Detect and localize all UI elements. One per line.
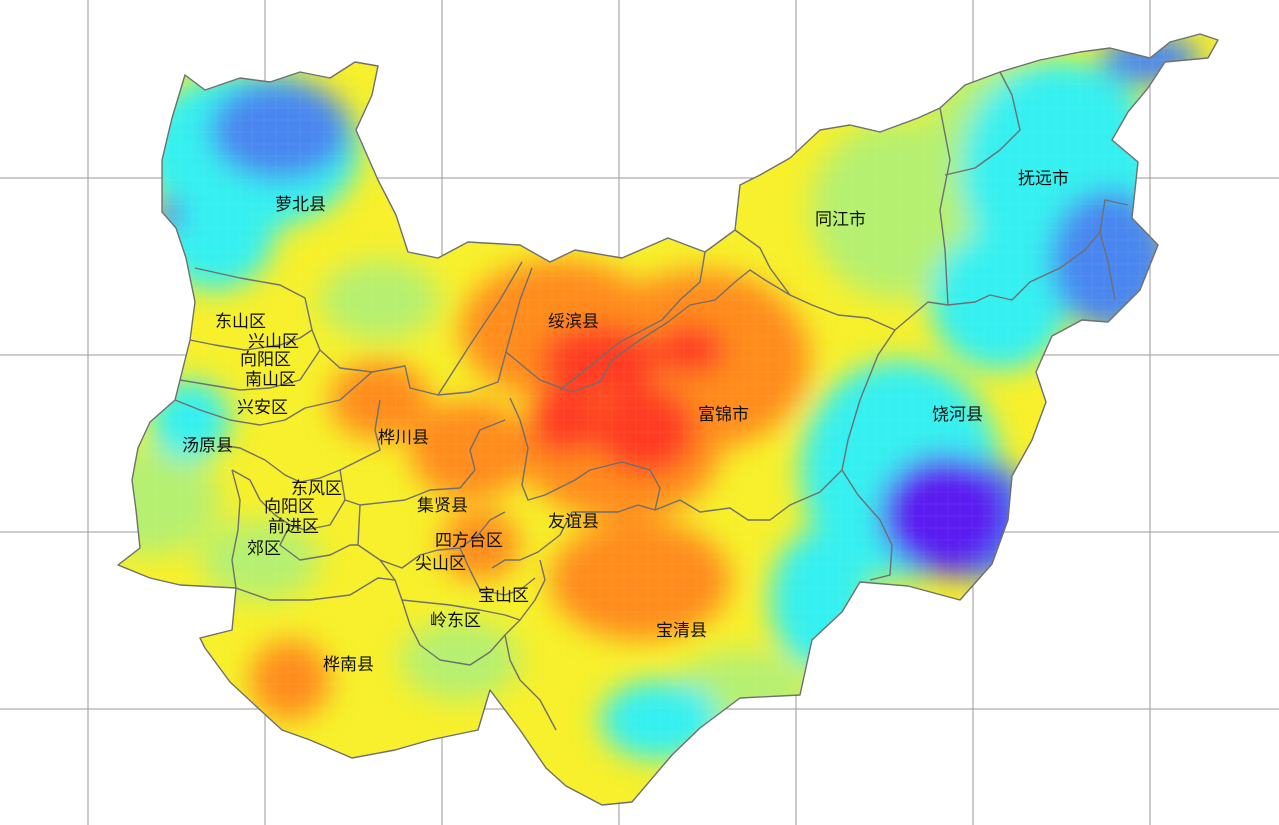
label-nanshan: 南山区 (245, 370, 296, 390)
label-youyi: 友谊县 (548, 512, 599, 532)
label-baoqing: 宝清县 (656, 621, 707, 641)
label-baoshan: 宝山区 (478, 586, 529, 606)
label-jianshan: 尖山区 (415, 554, 466, 574)
label-huanan: 桦南县 (323, 655, 374, 675)
district-labels: 萝北县 同江市 抚远市 东山区 兴山区 向阳区 南山区 兴安区 绥滨县 富锦市 … (182, 169, 1069, 675)
label-tongjiang: 同江市 (815, 210, 866, 230)
label-suibin: 绥滨县 (548, 312, 599, 332)
label-sifangtai: 四方台区 (435, 531, 503, 551)
label-dongshan: 东山区 (215, 312, 266, 332)
label-fujin: 富锦市 (698, 405, 749, 425)
label-tangyuan: 汤原县 (182, 436, 233, 456)
label-xiangyang-north: 向阳区 (240, 350, 291, 370)
label-lingdong: 岭东区 (430, 611, 481, 631)
district-borders (174, 71, 1129, 731)
label-jixian: 集贤县 (417, 496, 468, 516)
label-xingan: 兴安区 (237, 398, 288, 418)
label-fuyuan: 抚远市 (1018, 169, 1069, 189)
label-jiaoqu: 郊区 (247, 539, 281, 559)
label-xiangyang-south: 向阳区 (264, 497, 315, 517)
label-qianjin: 前进区 (268, 517, 319, 537)
label-xingshan: 兴山区 (248, 332, 299, 352)
label-huachuan: 桦川县 (378, 428, 429, 448)
label-dongfeng: 东风区 (291, 479, 342, 499)
label-raohe: 饶河县 (932, 405, 983, 425)
label-luobei: 萝北县 (275, 195, 326, 215)
